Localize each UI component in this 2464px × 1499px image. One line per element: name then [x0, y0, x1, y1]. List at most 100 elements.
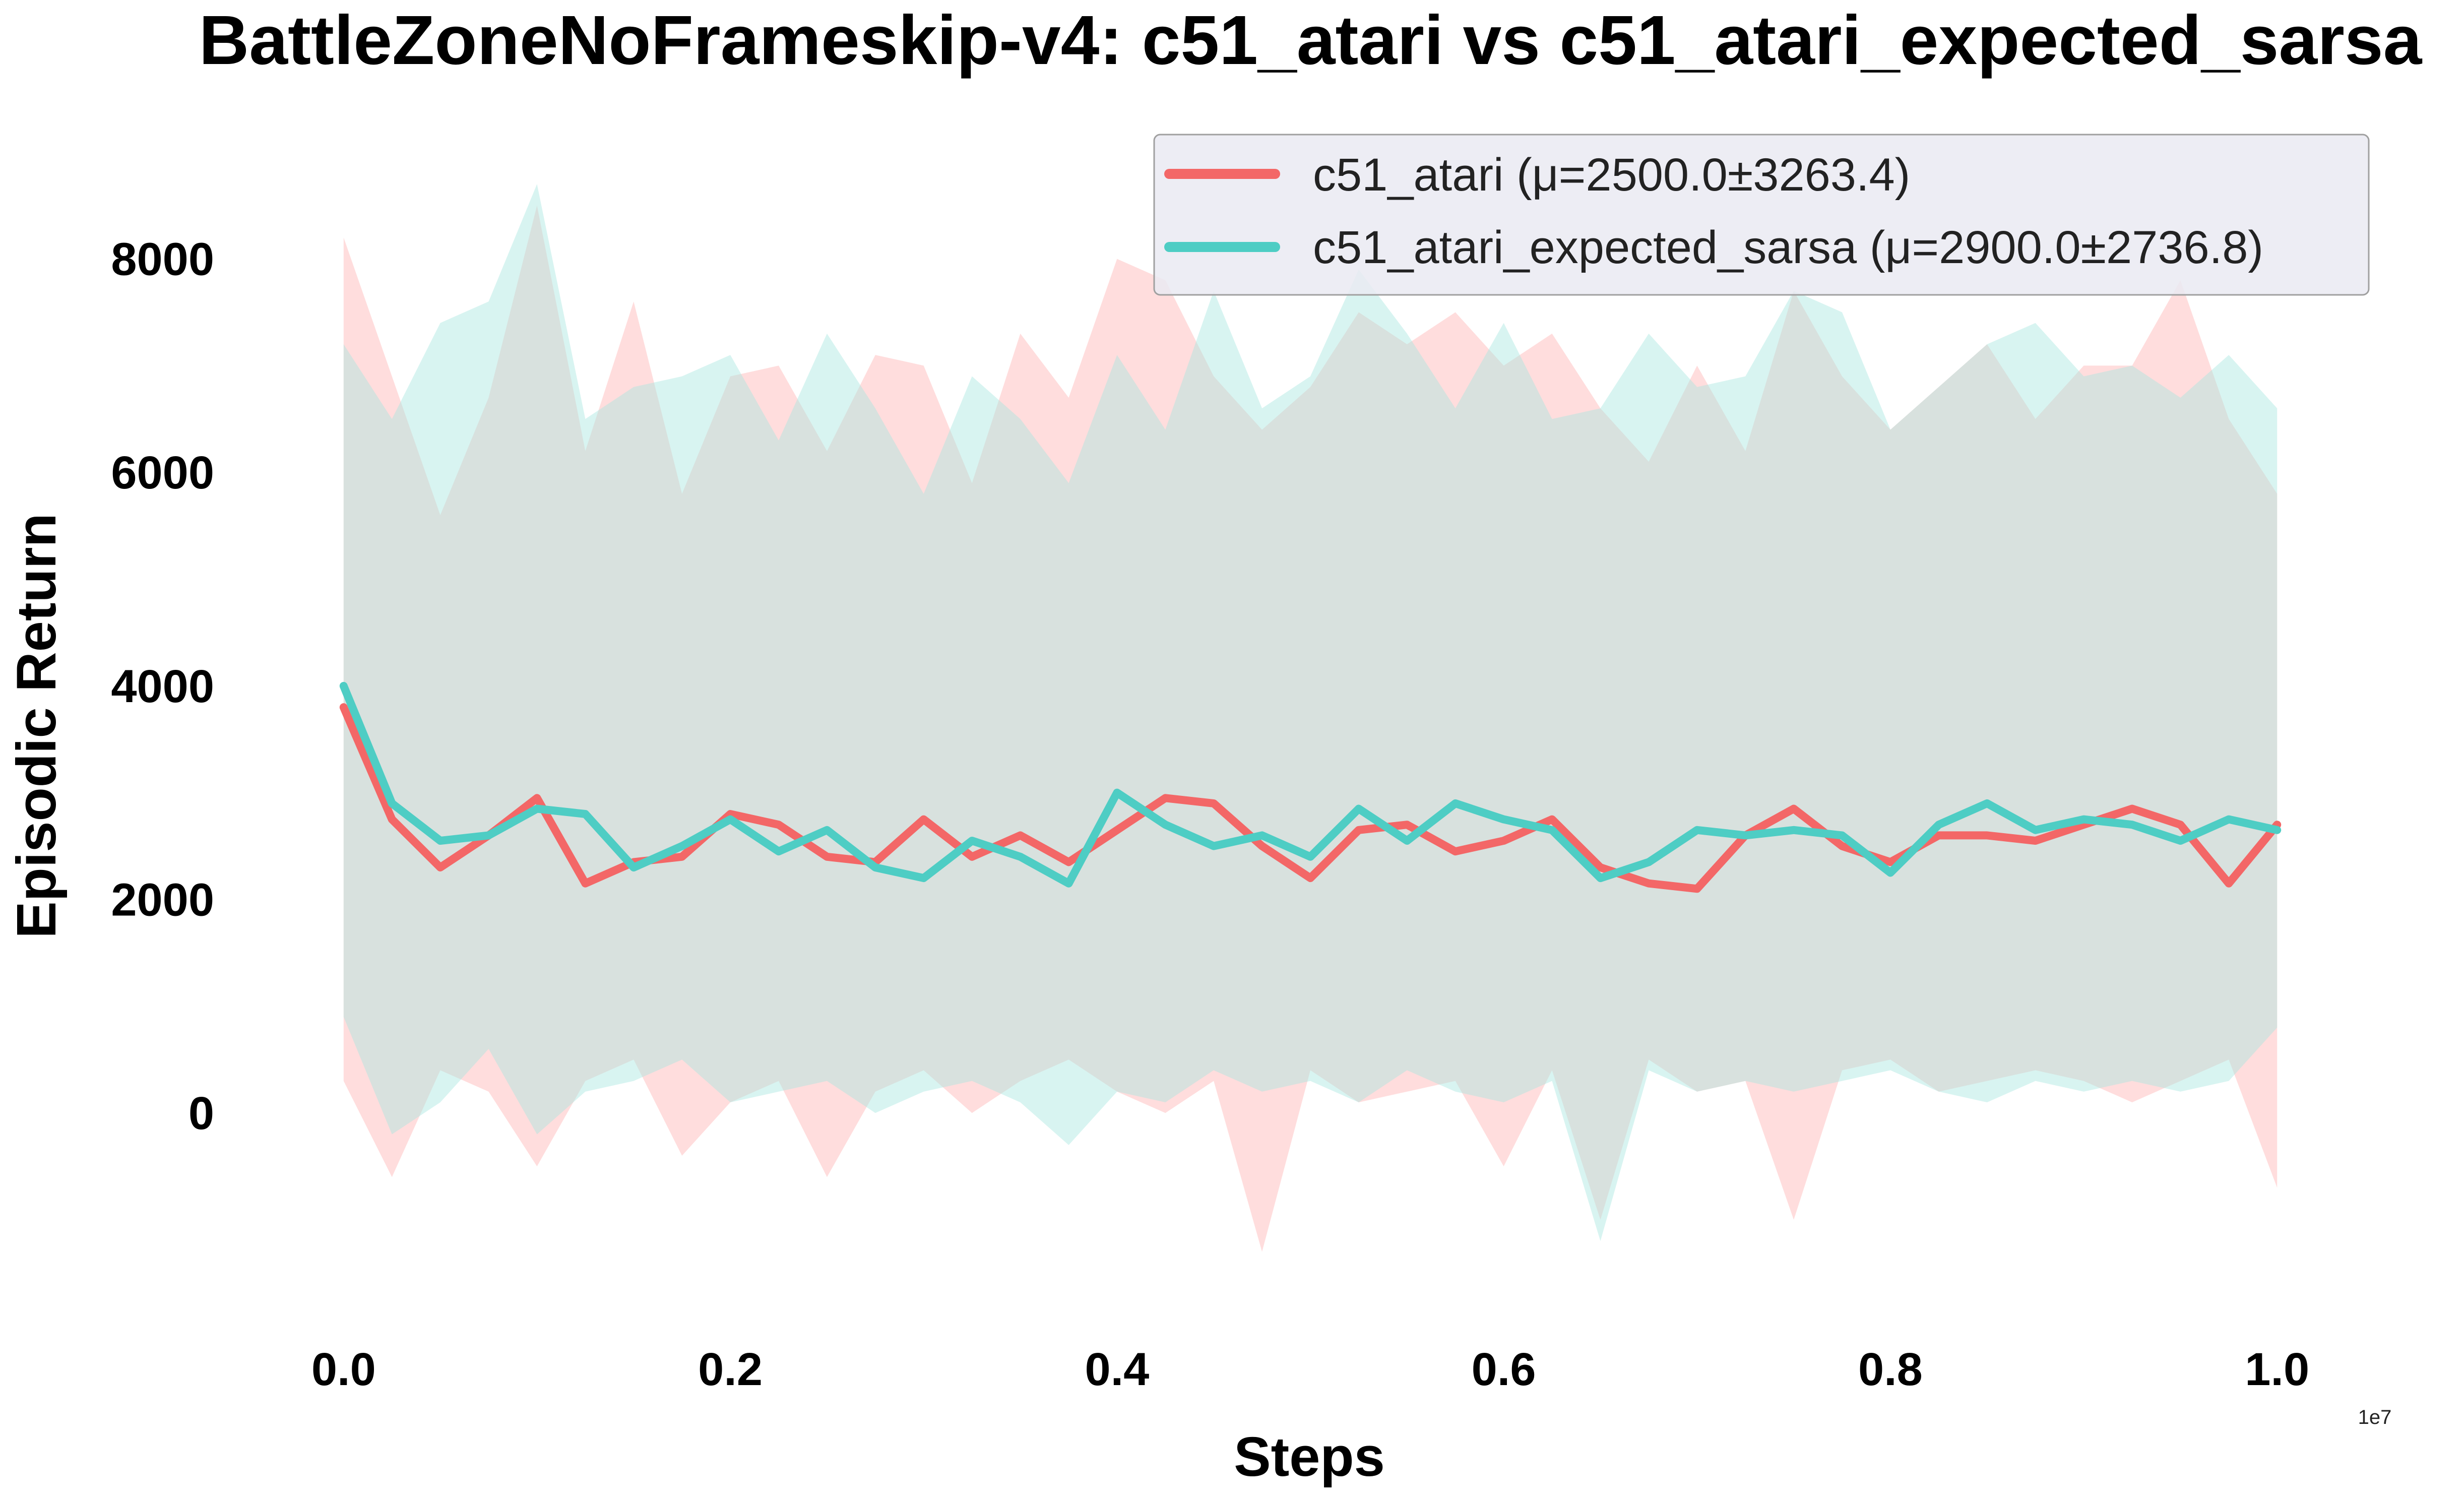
point-c51-atari-expected-sarsa [1309, 855, 1312, 858]
legend-label-c51-atari: c51_atari (μ=2500.0±3263.4) [1313, 149, 1910, 201]
point-c51-atari-expected-sarsa [1841, 834, 1844, 837]
point-c51-atari-expected-sarsa [1164, 823, 1167, 827]
point-c51-atari [970, 855, 974, 858]
y-tick-label: 4000 [111, 661, 214, 712]
point-c51-atari-expected-sarsa [535, 807, 539, 810]
x-axis-ticks: 0.0 0.2 0.4 0.6 0.8 1.0 [311, 1344, 2309, 1395]
x-axis-offset-label: 1e7 [2358, 1406, 2392, 1428]
point-c51-atari [1405, 823, 1409, 827]
point-c51-atari-expected-sarsa [680, 844, 684, 848]
point-c51-atari-expected-sarsa [632, 866, 636, 869]
point-c51-atari [825, 855, 829, 858]
point-c51-atari-expected-sarsa [1019, 855, 1022, 858]
point-c51-atari [1164, 796, 1167, 800]
point-c51-atari [342, 706, 345, 709]
point-c51-atari-expected-sarsa [1937, 823, 1940, 827]
point-c51-atari [584, 882, 587, 885]
y-axis-label: Episodic Return [6, 513, 68, 938]
point-c51-atari [2130, 807, 2134, 810]
point-c51-atari-expected-sarsa [1454, 801, 1457, 805]
x-axis-label: Steps [1234, 1426, 1385, 1488]
point-c51-atari-expected-sarsa [584, 813, 587, 816]
point-c51-atari [1260, 844, 1264, 848]
point-c51-atari-expected-sarsa [1357, 807, 1360, 810]
point-c51-atari-expected-sarsa [2276, 828, 2279, 832]
point-c51-atari [438, 866, 442, 869]
x-tick-label: 0.2 [698, 1344, 763, 1395]
x-tick-label: 0.4 [1085, 1344, 1149, 1395]
point-c51-atari-expected-sarsa [825, 828, 829, 832]
point-c51-atari-expected-sarsa [970, 839, 974, 842]
point-c51-atari [1019, 834, 1022, 837]
point-c51-atari [1841, 844, 1844, 848]
point-c51-atari [1647, 882, 1651, 885]
chart-title: BattleZoneNoFrameskip-v4: c51_atari vs c… [199, 2, 2423, 79]
point-c51-atari-expected-sarsa [1405, 839, 1409, 842]
point-c51-atari [1212, 801, 1216, 805]
legend-label-c51-atari-expected-sarsa: c51_atari_expected_sarsa (μ=2900.0±2736.… [1313, 222, 2263, 273]
point-c51-atari-expected-sarsa [1599, 877, 1602, 880]
point-c51-atari-expected-sarsa [922, 877, 925, 880]
point-c51-atari-expected-sarsa [2179, 839, 2182, 842]
point-c51-atari-expected-sarsa [1695, 828, 1699, 832]
confidence-bands [343, 184, 2278, 1252]
point-c51-atari-expected-sarsa [1985, 801, 1989, 805]
point-c51-atari [535, 796, 539, 800]
point-c51-atari-expected-sarsa [729, 818, 732, 821]
point-c51-atari-expected-sarsa [1502, 818, 1505, 821]
point-c51-atari-expected-sarsa [873, 866, 877, 869]
point-c51-atari-expected-sarsa [2130, 823, 2134, 827]
point-c51-atari-expected-sarsa [390, 801, 394, 805]
point-c51-atari [1792, 807, 1796, 810]
point-c51-atari [1115, 828, 1119, 832]
point-c51-atari-expected-sarsa [487, 834, 490, 837]
point-c51-atari [729, 813, 732, 816]
point-c51-atari-expected-sarsa [2227, 818, 2231, 821]
point-c51-atari [2034, 839, 2037, 842]
point-c51-atari [2179, 823, 2182, 827]
y-tick-label: 8000 [111, 234, 214, 285]
point-c51-atari-expected-sarsa [1888, 871, 1892, 875]
band-c51-atari-expected-sarsa [343, 184, 2278, 1241]
point-c51-atari [1985, 834, 1989, 837]
x-tick-label: 0.8 [1858, 1344, 1923, 1395]
point-c51-atari [922, 818, 925, 821]
point-c51-atari [1550, 818, 1554, 821]
point-c51-atari-expected-sarsa [1550, 828, 1554, 832]
point-c51-atari-expected-sarsa [438, 839, 442, 842]
point-c51-atari-expected-sarsa [342, 684, 345, 688]
x-tick-label: 0.6 [1472, 1344, 1536, 1395]
point-c51-atari-expected-sarsa [1067, 882, 1070, 885]
x-tick-label: 0.0 [311, 1344, 376, 1395]
point-c51-atari [1454, 850, 1457, 853]
point-c51-atari-expected-sarsa [2082, 818, 2086, 821]
point-c51-atari [2227, 882, 2231, 885]
point-c51-atari [1357, 828, 1360, 832]
point-c51-atari [1937, 834, 1940, 837]
point-c51-atari-expected-sarsa [1212, 844, 1216, 848]
point-c51-atari [1502, 839, 1505, 842]
point-c51-atari [2276, 823, 2279, 827]
point-c51-atari-expected-sarsa [1647, 860, 1651, 864]
legend: c51_atari (μ=2500.0±3263.4) c51_atari_ex… [1153, 134, 2370, 296]
point-c51-atari-expected-sarsa [777, 850, 780, 853]
y-tick-label: 2000 [111, 875, 214, 926]
point-c51-atari [1695, 887, 1699, 891]
legend-box [1153, 134, 2370, 296]
point-c51-atari-expected-sarsa [1744, 834, 1747, 837]
point-c51-atari [777, 823, 780, 827]
y-tick-label: 6000 [111, 447, 214, 498]
point-c51-atari [1309, 877, 1312, 880]
point-c51-atari [680, 855, 684, 858]
series-lines [339, 681, 2282, 893]
y-tick-label: 0 [188, 1088, 214, 1139]
point-c51-atari [2082, 823, 2086, 827]
point-c51-atari-expected-sarsa [1115, 791, 1119, 794]
point-c51-atari [1599, 866, 1602, 869]
band-c51-atari [343, 205, 2278, 1252]
point-c51-atari-expected-sarsa [1792, 828, 1796, 832]
point-c51-atari-expected-sarsa [2034, 828, 2037, 832]
point-c51-atari [1067, 860, 1070, 864]
point-c51-atari [1888, 860, 1892, 864]
